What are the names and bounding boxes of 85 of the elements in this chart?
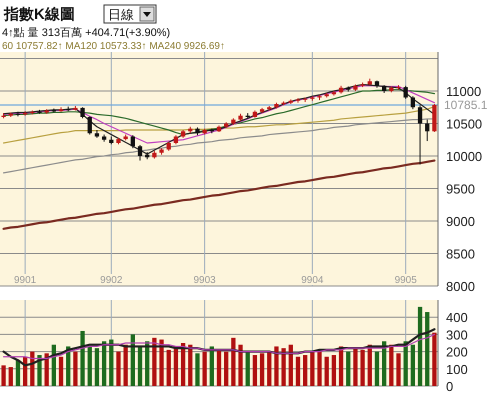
candlestick [410,96,416,110]
chart-title: 指數K線圖 [3,6,75,23]
bar [252,355,258,386]
bar [152,338,157,386]
bar [116,352,121,386]
bar [73,352,78,386]
bar [88,346,92,386]
bar [332,355,336,386]
y-tick-label: 100 [446,362,468,377]
x-tick-label: 9901 [14,275,37,286]
bar [303,355,308,386]
bar [138,346,142,386]
line-series [2,328,436,366]
bar [52,344,56,386]
x-tick-label: 9902 [100,275,123,286]
bar [310,352,314,386]
bar [346,352,350,386]
bar [210,346,214,386]
bar [396,353,401,386]
x-tick-label: 9904 [301,275,324,286]
bar [124,344,128,386]
bar [94,348,100,386]
y-tick-label: 200 [446,344,468,360]
bar [368,344,372,386]
candlestick [166,141,171,152]
bar [382,341,386,386]
bar [432,332,437,386]
text: 日線 [108,7,134,22]
bar [246,352,250,386]
bar [296,356,300,386]
y-tick-label: 300 [446,327,468,342]
bar [130,334,135,386]
y-tick-label: 10000 [446,149,482,164]
bar [389,344,394,386]
bar [188,344,192,386]
bar [360,350,365,386]
bar [231,338,236,386]
line-series [2,106,436,144]
bar [288,344,293,386]
bar [410,344,416,386]
bar [166,350,171,386]
y-tick-label: 9500 [446,182,475,196]
bar [267,352,272,386]
bar [374,352,380,386]
candlestick [138,144,142,162]
candlestick [88,116,92,136]
bar [324,356,329,386]
bar [224,352,228,386]
bar [281,348,286,386]
annotation: 60 10757.82↑ MA120 10573.33↑ MA240 9926.69↑ [2,41,225,52]
bar [404,341,408,386]
x-tick-label: 9903 [194,275,216,286]
line-series [2,159,436,230]
bar [425,312,430,386]
candlestick [418,104,422,165]
text: 4↑點 量 313百萬 +404.71(+3.90%) [2,26,170,39]
candlestick [130,134,135,149]
candlestick [174,134,178,145]
bar [58,356,64,386]
bar [216,350,222,386]
bar [145,341,150,386]
y-tick-label: 8000 [446,279,475,294]
bar [1,365,6,386]
bar [195,353,200,386]
y-tick-label: 8500 [446,246,475,262]
bar [353,348,358,386]
y-tick-label: 10500 [446,116,482,132]
bar [109,340,114,386]
y-tick-label: 0 [446,379,454,394]
bar [180,343,186,386]
y-tick-label: 11000 [446,84,482,99]
bar [260,353,264,386]
bar [44,353,49,386]
line-series [2,334,436,360]
candlestick [80,106,85,119]
bar [66,346,70,386]
y-tick-label: 9000 [446,214,475,229]
bar [8,367,13,386]
ref-line-label: 10785.1 [444,98,488,112]
candlestick [425,119,430,142]
x-tick-label: 9905 [394,275,418,286]
y-tick-label: 400 [446,310,468,326]
candlestick [404,85,408,100]
bar [102,341,106,386]
bar [202,352,207,386]
